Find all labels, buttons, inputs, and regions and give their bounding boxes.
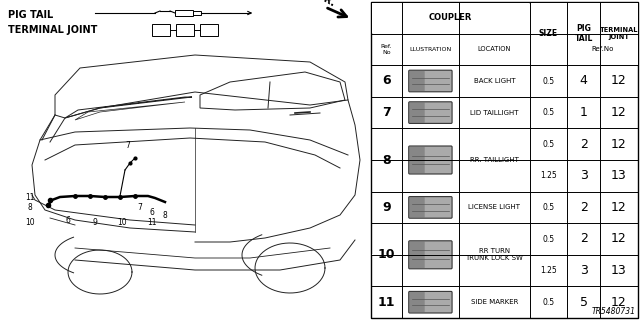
- Text: TERMINAL
JOINT: TERMINAL JOINT: [600, 27, 638, 40]
- Text: 0.5: 0.5: [543, 140, 555, 149]
- Bar: [371, 3, 529, 33]
- Bar: [371, 254, 529, 255]
- Bar: [200, 24, 218, 36]
- FancyBboxPatch shape: [409, 292, 452, 313]
- Bar: [568, 3, 600, 65]
- Text: 1.25: 1.25: [540, 171, 557, 180]
- Text: 8: 8: [382, 154, 390, 166]
- Text: 0.5: 0.5: [543, 235, 555, 244]
- Text: SIZE: SIZE: [539, 29, 558, 38]
- Bar: [175, 10, 193, 16]
- Text: 6: 6: [65, 216, 70, 225]
- Text: LLUSTRATION: LLUSTRATION: [410, 47, 452, 52]
- Text: 10: 10: [378, 248, 395, 261]
- Text: 13: 13: [611, 264, 627, 277]
- Text: TR5480731: TR5480731: [592, 307, 636, 316]
- Text: LICENSE LIGHT: LICENSE LIGHT: [468, 204, 520, 211]
- Text: SIDE MARKER: SIDE MARKER: [471, 299, 518, 305]
- Text: FR.: FR.: [316, 0, 337, 9]
- Text: 8: 8: [28, 203, 33, 212]
- Text: PIG
TAIL: PIG TAIL: [575, 24, 593, 43]
- Text: 10: 10: [25, 218, 35, 227]
- FancyBboxPatch shape: [409, 196, 452, 218]
- Text: 11: 11: [378, 296, 395, 309]
- FancyBboxPatch shape: [409, 146, 452, 174]
- Bar: [193, 11, 201, 15]
- Text: LOCATION: LOCATION: [478, 46, 511, 52]
- Text: 12: 12: [611, 106, 627, 119]
- Text: LID TAILLIGHT: LID TAILLIGHT: [470, 109, 519, 116]
- Text: 9: 9: [93, 218, 97, 227]
- FancyBboxPatch shape: [409, 292, 425, 313]
- Text: 0.5: 0.5: [543, 76, 555, 85]
- Text: 11: 11: [147, 218, 157, 227]
- Text: 11: 11: [25, 193, 35, 202]
- Text: RR. TAILLIGHT: RR. TAILLIGHT: [470, 157, 519, 163]
- Text: 12: 12: [611, 75, 627, 87]
- FancyBboxPatch shape: [409, 147, 425, 173]
- Text: 2: 2: [580, 233, 588, 245]
- FancyBboxPatch shape: [409, 197, 425, 218]
- Text: 4: 4: [580, 75, 588, 87]
- Text: COUPLER: COUPLER: [429, 13, 472, 22]
- Text: 12: 12: [611, 233, 627, 245]
- Text: 7: 7: [382, 106, 391, 119]
- Text: 10: 10: [117, 218, 127, 227]
- Text: 12: 12: [611, 138, 627, 151]
- Text: 13: 13: [611, 169, 627, 182]
- FancyBboxPatch shape: [409, 71, 425, 91]
- Text: 8: 8: [163, 211, 168, 220]
- FancyBboxPatch shape: [409, 241, 452, 269]
- Text: 3: 3: [580, 169, 588, 182]
- Text: 1: 1: [580, 106, 588, 119]
- Text: Ref.No: Ref.No: [591, 46, 614, 52]
- Text: 7: 7: [138, 203, 143, 212]
- Bar: [371, 159, 529, 161]
- FancyBboxPatch shape: [409, 70, 452, 92]
- FancyBboxPatch shape: [409, 102, 425, 123]
- Text: 6: 6: [382, 75, 390, 87]
- Bar: [176, 24, 194, 36]
- Text: 0.5: 0.5: [543, 203, 555, 212]
- FancyBboxPatch shape: [409, 241, 425, 268]
- FancyBboxPatch shape: [409, 102, 452, 124]
- Text: 2: 2: [580, 138, 588, 151]
- Text: PIG TAIL: PIG TAIL: [8, 10, 53, 20]
- Text: BACK LIGHT: BACK LIGHT: [474, 78, 515, 84]
- Text: Ref.
No: Ref. No: [381, 44, 392, 55]
- Bar: [152, 24, 170, 36]
- Text: TERMINAL JOINT: TERMINAL JOINT: [8, 25, 97, 35]
- Bar: [531, 3, 567, 65]
- Text: 3: 3: [580, 264, 588, 277]
- Text: 5: 5: [580, 296, 588, 309]
- Bar: [600, 3, 637, 65]
- Text: 12: 12: [611, 296, 627, 309]
- Text: 0.5: 0.5: [543, 108, 555, 117]
- Text: 9: 9: [382, 201, 390, 214]
- Text: 1.25: 1.25: [540, 266, 557, 275]
- Bar: [568, 34, 637, 65]
- Text: 2: 2: [580, 201, 588, 214]
- Text: RR TURN
TRUNK LOCK SW: RR TURN TRUNK LOCK SW: [465, 248, 524, 261]
- Text: 6: 6: [150, 208, 154, 217]
- Text: 7: 7: [125, 141, 131, 150]
- Text: 12: 12: [611, 201, 627, 214]
- Text: 0.5: 0.5: [543, 298, 555, 307]
- Bar: [371, 2, 638, 318]
